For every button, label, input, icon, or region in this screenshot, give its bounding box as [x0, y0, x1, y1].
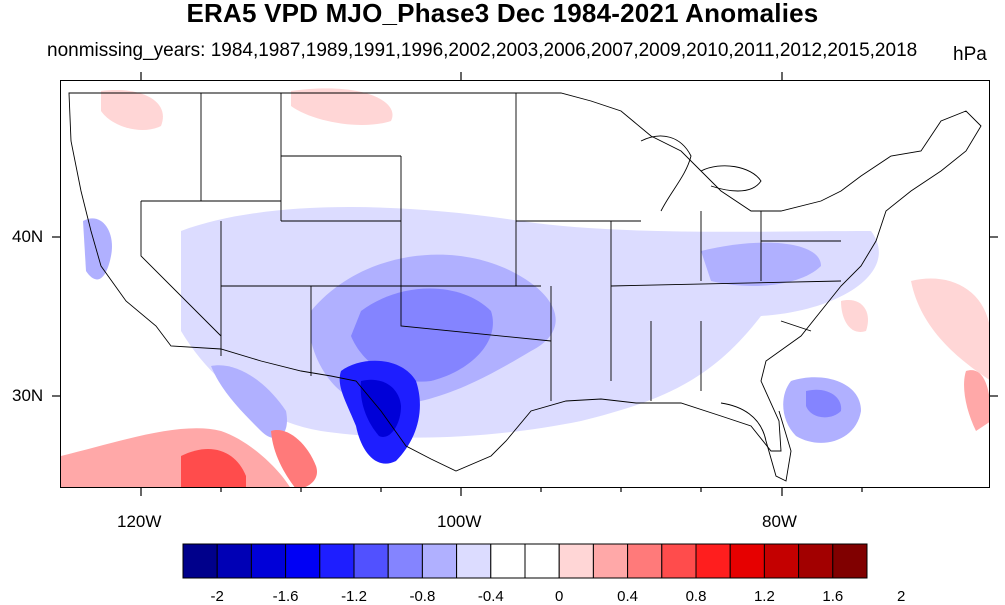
- colorbar-swatch: [490, 543, 526, 579]
- units-label: hPa: [953, 44, 987, 65]
- state-border-22: [780, 320, 812, 332]
- state-border-6: [140, 201, 222, 337]
- y-tick-label-30n: 30N: [12, 386, 44, 405]
- map-svg: [61, 88, 989, 487]
- anomaly-region-southwest: [211, 365, 287, 439]
- colorbar-tick-label: 1.6: [822, 588, 844, 605]
- state-border-11: [400, 286, 552, 342]
- state-border-16: [610, 280, 842, 287]
- colorbar-swatch: [182, 543, 218, 579]
- colorbar-tick-label: 1.2: [753, 588, 775, 605]
- colorbar-tick-label: 2: [897, 588, 906, 605]
- anomaly-region-california: [83, 218, 112, 280]
- chart-title: ERA5 VPD MJO_Phase3 Dec 1984-2021 Anomal…: [186, 0, 819, 28]
- x-tick-label-80w: 80W: [762, 512, 797, 531]
- anomaly-region-pacific-red-core: [181, 448, 246, 487]
- colorbar-tick-label: -0.8: [409, 588, 436, 605]
- colorbar-tick-label: -1.6: [272, 588, 299, 605]
- colorbar-swatch: [832, 543, 868, 579]
- colorbar-swatch: [661, 543, 697, 579]
- colorbar-swatch: [592, 543, 629, 579]
- colorbar-swatch: [250, 543, 287, 579]
- colorbar-swatch: [558, 543, 594, 579]
- x-tick-label-100w: 100W: [437, 512, 482, 531]
- colorbar-swatch: [729, 543, 765, 579]
- chart-subtitle: nonmissing_years: 1984,1987,1989,1991,19…: [47, 40, 918, 61]
- colorbar-swatch: [456, 543, 492, 579]
- colorbar-swatch: [524, 543, 560, 579]
- anomaly-region-atlantic-red: [911, 278, 989, 380]
- colorbar-swatch: [353, 543, 389, 579]
- colorbar-tick-label: 0.4: [617, 588, 639, 605]
- colorbar-swatch: [627, 543, 663, 579]
- map-panel: [60, 80, 990, 488]
- us-outline: [68, 92, 982, 472]
- colorbar-swatch: [216, 543, 252, 579]
- coastlines-and-borders: [68, 92, 982, 482]
- anomaly-region-pacific-red: [61, 428, 290, 487]
- colorbar-swatch: [387, 543, 423, 579]
- anomaly-region-medium-blue: [351, 288, 493, 382]
- colorbar-tick-label: 0: [555, 588, 564, 605]
- colorbar-swatch: [695, 543, 731, 579]
- anomaly-region-gulf-stream-core: [806, 389, 842, 418]
- colorbar-swatch: [763, 543, 800, 579]
- colorbar-tick-label: -0.4: [477, 588, 504, 605]
- anomaly-region-plains-red: [291, 88, 393, 126]
- colorbar-tick-label: -1.2: [341, 588, 367, 605]
- anomaly-region-midatlantic-red: [841, 300, 869, 332]
- colorbar-tick-label: -2: [210, 588, 224, 605]
- great-lakes: [640, 135, 762, 212]
- colorbar: [182, 543, 868, 579]
- colorbar-tick-label: 0.8: [685, 588, 707, 605]
- colorbar-swatch: [421, 543, 458, 579]
- colorbar-swatch: [319, 543, 355, 579]
- anomaly-region-atlantic-red-core: [964, 370, 989, 431]
- colorbar-swatch: [285, 543, 321, 579]
- anomaly-region-mexico-red: [271, 430, 317, 487]
- y-tick-label-40n: 40N: [12, 227, 44, 246]
- anomaly-region-deepest-blue: [360, 379, 401, 437]
- negative-anomaly-shading: [83, 207, 879, 464]
- positive-anomaly-shading: [61, 88, 989, 487]
- colorbar-swatch: [798, 543, 834, 579]
- anomaly-region-northwest-red: [101, 90, 163, 131]
- florida: [720, 402, 792, 482]
- x-tick-label-120w: 120W: [117, 512, 162, 531]
